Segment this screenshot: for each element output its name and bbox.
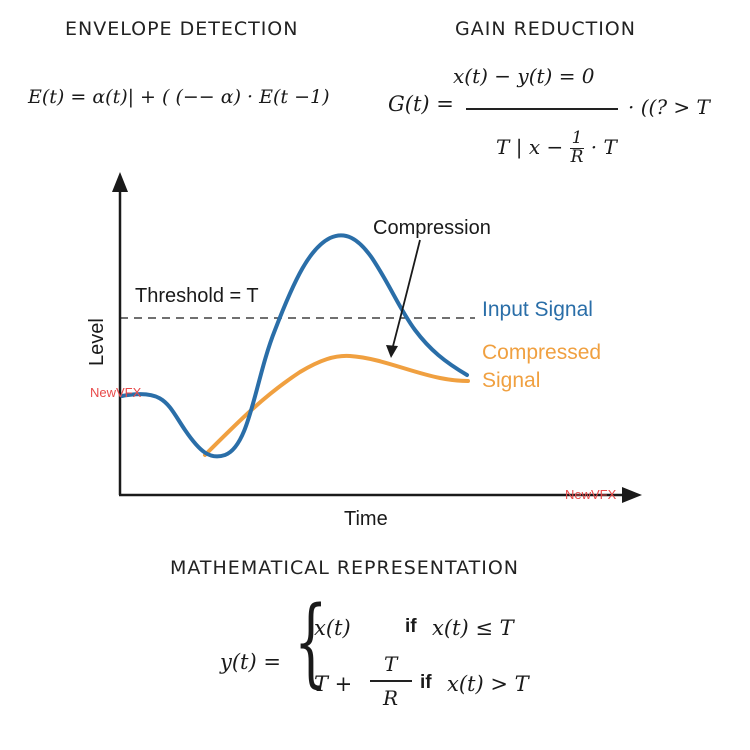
gain-formula: G(t) = x(t) − y(t) = 0 T | x − 1 R · T ·… (388, 62, 733, 172)
gain-formula-numerator: x(t) − y(t) = 0 (453, 64, 595, 88)
case2-frac-num: T (384, 652, 398, 676)
envelope-detection-heading: ENVELOPE DETECTION (65, 18, 299, 40)
gain-den-right: · T (590, 134, 617, 159)
gain-formula-tail: · ((? > T (628, 95, 710, 119)
y-axis-arrowhead (112, 172, 128, 192)
compression-label: Compression (373, 217, 491, 239)
piecewise-formula: y(t) = { x(t) if x(t) ≤ T T + T R if x(t… (220, 594, 550, 720)
legend-compressed-line1: Compressed (482, 341, 601, 364)
watermark-right: NewVFX (565, 487, 617, 502)
x-axis-label: Time (344, 508, 388, 530)
gain-den-bar: | (515, 134, 529, 159)
case1-condition: x(t) ≤ T (432, 616, 514, 640)
input-signal-curve (120, 233, 469, 459)
watermark-left: NewVFX (90, 385, 142, 400)
case2-frac-bar (370, 680, 412, 682)
legend-compressed-line2: Signal (482, 369, 540, 392)
compression-arrow (391, 239, 421, 351)
compressed-signal-curve (203, 353, 470, 457)
piecewise-lhs: y(t) = (220, 650, 281, 674)
compression-arrowhead (386, 345, 398, 358)
piecewise-brace: { (294, 586, 328, 698)
gain-den-frac-den: R (570, 146, 584, 167)
y-axis-label: Level (86, 318, 108, 366)
gain-den-left: T (496, 134, 510, 159)
legend-input-signal: Input Signal (482, 298, 593, 321)
case2-frac-den: R (383, 686, 399, 710)
threshold-label: Threshold = T (135, 285, 259, 307)
x-axis-arrowhead (622, 487, 642, 503)
case2-condition: x(t) > T (447, 672, 529, 696)
gain-den-frac: 1 R (569, 128, 585, 167)
gain-den-frac-num: 1 (569, 128, 585, 149)
gain-formula-lhs: G(t) = (388, 92, 454, 116)
gain-den-mid: x − (528, 134, 564, 159)
gain-formula-denominator: T | x − 1 R · T (496, 128, 617, 167)
gain-formula-fraction-bar (466, 108, 618, 110)
case2-value: T + (314, 672, 353, 696)
envelope-formula: E(t) = α(t)| + ( (−− α) · E(t −1) (28, 86, 330, 108)
mathematical-representation-heading: MATHEMATICAL REPRESENTATION (170, 557, 520, 579)
case2-if: if (420, 672, 432, 693)
case1-if: if (405, 616, 417, 637)
case1-value: x(t) (314, 616, 351, 640)
gain-reduction-heading: GAIN REDUCTION (455, 18, 636, 40)
